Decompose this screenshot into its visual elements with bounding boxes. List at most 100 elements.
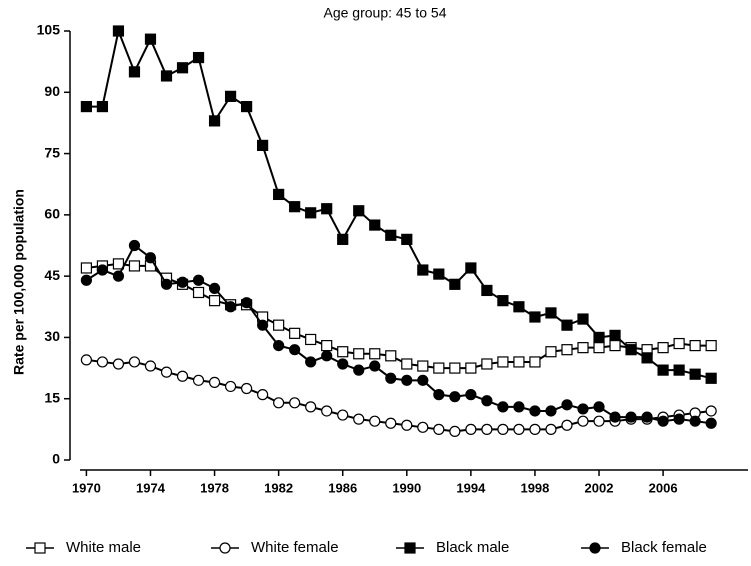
data-point	[337, 358, 349, 370]
legend-marker	[34, 542, 46, 554]
data-point	[80, 262, 93, 274]
data-point	[321, 350, 333, 362]
x-tick-label: 1986	[328, 480, 357, 495]
legend-marker	[219, 542, 231, 554]
legend-label: White female	[251, 539, 339, 556]
data-point	[176, 276, 189, 288]
data-point	[208, 295, 221, 307]
x-tick-label: 1982	[264, 480, 293, 495]
data-point	[657, 415, 669, 427]
data-point	[144, 252, 157, 264]
data-point	[401, 374, 413, 386]
data-point	[128, 239, 141, 252]
data-point	[417, 360, 429, 372]
data-point	[385, 372, 397, 384]
data-point	[465, 362, 477, 374]
data-point	[257, 389, 269, 401]
data-point	[689, 368, 701, 380]
data-point	[353, 413, 365, 425]
y-tick-label: 15	[44, 389, 60, 405]
x-tick-label: 1970	[72, 480, 101, 495]
x-tick-label: 1990	[392, 480, 421, 495]
data-point	[289, 344, 301, 356]
data-point	[192, 374, 205, 386]
data-point	[481, 395, 493, 407]
data-point	[224, 380, 237, 393]
data-point	[208, 282, 221, 294]
series-line	[86, 27, 712, 380]
data-point	[497, 356, 509, 368]
data-point	[673, 337, 685, 350]
data-point	[353, 205, 365, 217]
data-point	[465, 423, 477, 435]
data-point	[513, 301, 525, 313]
data-point	[561, 419, 573, 431]
chart-title: Age group: 45 to 54	[324, 5, 447, 21]
data-point	[561, 344, 573, 356]
y-tick-label: 90	[44, 83, 60, 99]
legend-marker	[404, 542, 416, 554]
data-point	[369, 360, 381, 372]
data-point	[417, 421, 429, 433]
data-point	[705, 340, 717, 352]
data-point	[449, 278, 461, 290]
x-tick-label: 1994	[456, 480, 486, 495]
data-point	[305, 207, 317, 219]
data-point	[353, 348, 365, 360]
data-point	[545, 346, 557, 358]
data-point	[449, 391, 461, 403]
data-point	[289, 397, 301, 409]
y-axis-label: Rate per 100,000 population	[11, 189, 27, 375]
data-point	[112, 270, 125, 282]
y-tick-label: 30	[44, 328, 60, 344]
data-point	[657, 342, 669, 354]
data-point	[369, 348, 381, 360]
data-point	[449, 362, 461, 374]
data-point	[337, 409, 349, 421]
data-point	[80, 100, 93, 113]
legend-label: Black female	[621, 539, 707, 556]
data-point	[369, 219, 381, 231]
data-point	[433, 423, 445, 435]
x-tick-label: 1998	[520, 480, 549, 495]
data-point	[240, 382, 253, 395]
data-point	[240, 297, 253, 309]
y-tick-label: 45	[44, 267, 60, 283]
data-point	[513, 401, 525, 413]
data-point	[417, 374, 429, 386]
data-point	[144, 360, 157, 372]
data-point	[273, 319, 285, 331]
data-point	[321, 405, 333, 417]
data-point	[128, 66, 141, 78]
data-point	[433, 268, 445, 280]
x-tick-label: 2002	[585, 480, 614, 495]
data-point	[160, 70, 173, 82]
data-point	[224, 90, 237, 102]
data-point	[96, 264, 109, 276]
data-point	[593, 331, 605, 344]
data-point	[128, 260, 141, 272]
data-point	[577, 342, 589, 354]
data-point	[545, 423, 557, 435]
data-point	[545, 405, 557, 417]
data-point	[481, 284, 493, 297]
data-point	[609, 411, 621, 423]
data-point	[641, 352, 653, 364]
data-point	[593, 401, 605, 413]
data-point	[689, 340, 701, 352]
x-tick-label: 1978	[200, 480, 229, 495]
data-point	[160, 366, 173, 378]
data-point	[337, 233, 349, 245]
data-point	[577, 403, 589, 415]
data-point	[625, 344, 637, 356]
data-point	[192, 51, 205, 64]
data-point	[321, 340, 333, 352]
x-tick-label: 2006	[649, 480, 678, 495]
x-tick-label: 1974	[136, 480, 166, 495]
data-point	[385, 350, 397, 362]
data-point	[144, 33, 157, 45]
data-point	[433, 389, 445, 401]
data-point	[289, 327, 301, 339]
